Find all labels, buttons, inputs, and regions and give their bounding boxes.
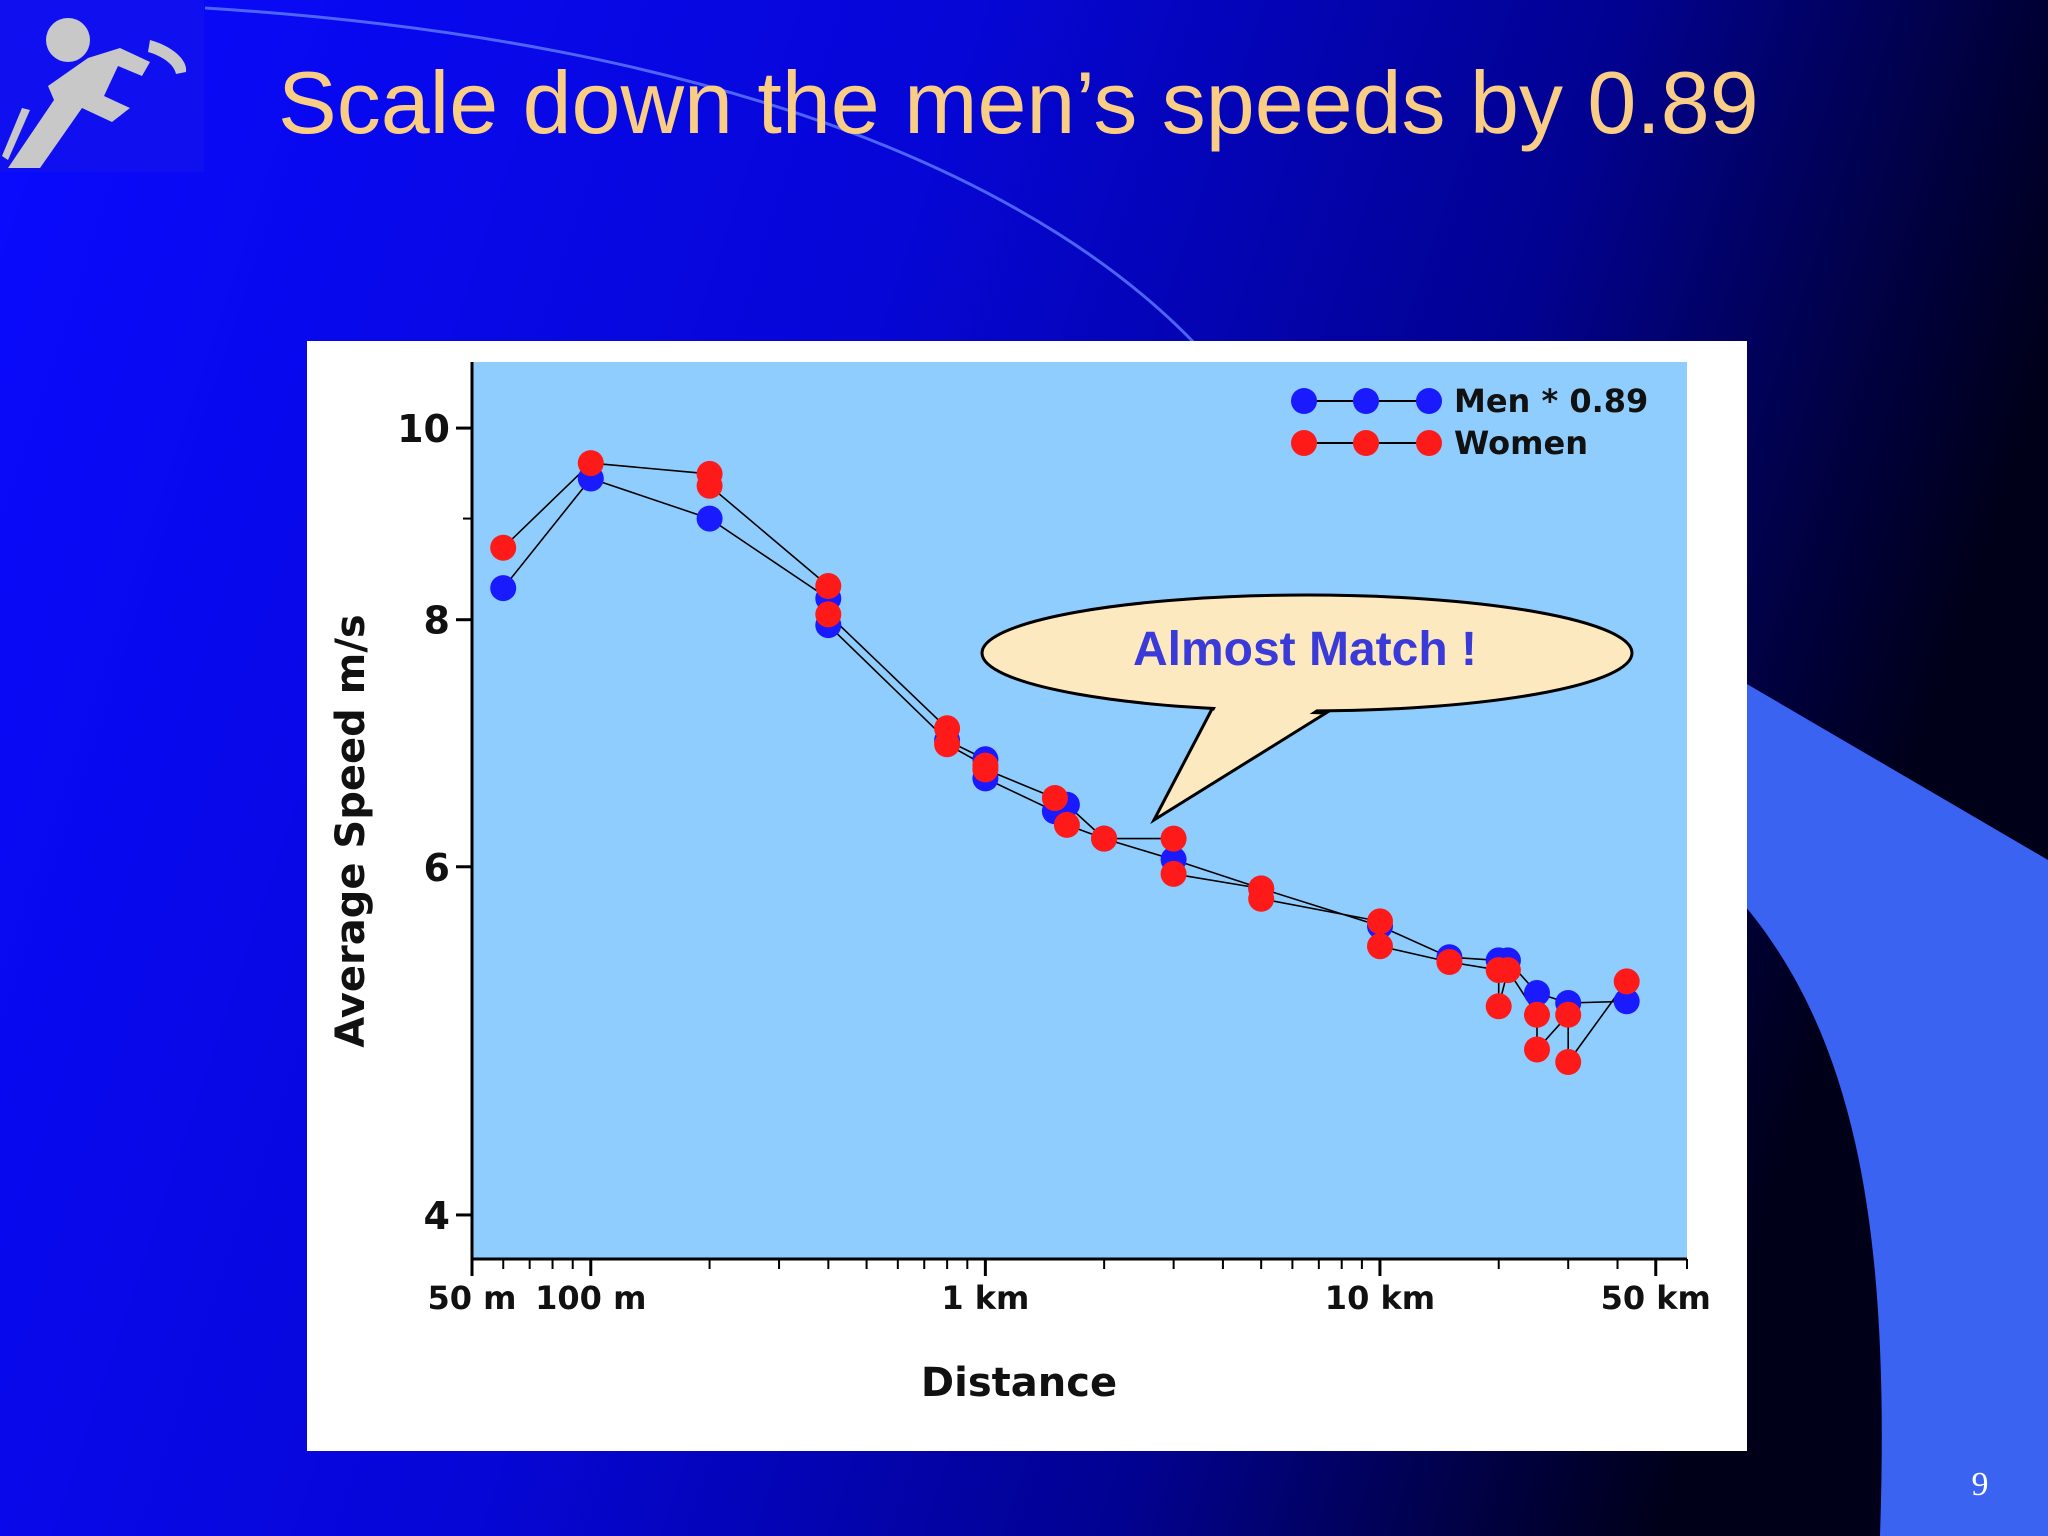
chart-marks (490, 450, 1640, 1075)
data-point-women (1367, 933, 1393, 960)
x-tick-label: 1 km (941, 1279, 1029, 1317)
y-tick-label: 10 (397, 407, 450, 451)
data-point-women (1053, 811, 1080, 838)
legend: Men * 0.89 Women (1291, 382, 1648, 462)
x-tick-label: 10 km (1325, 1279, 1435, 1317)
data-point-women (1041, 785, 1068, 811)
data-point-women (1485, 993, 1512, 1020)
data-point-women (1160, 860, 1187, 887)
chart-panel: Men * 0.89 Women 4 6 8 10 50 m 100 m 1 km 10 km… (307, 341, 1747, 1451)
data-point-women (1524, 1036, 1550, 1063)
y-tick-label: 8 (424, 599, 450, 643)
legend-men-label: Men * 0.89 (1454, 382, 1648, 420)
data-point-women (577, 450, 604, 477)
y-axis-title: Average Speed m/s (328, 614, 374, 1048)
data-point-women (1367, 908, 1393, 935)
legend-men-marker (1353, 388, 1379, 414)
data-point-women (1091, 825, 1118, 852)
plot-area (472, 362, 1687, 1259)
slide-title: Scale down the men’s speeds by 0.89 (278, 53, 1759, 152)
data-point-women (1555, 1001, 1582, 1028)
runner-icon (0, 0, 204, 172)
legend-men-marker (1291, 388, 1317, 414)
speed-distance-chart: Men * 0.89 Women 4 6 8 10 50 m 100 m 1 km 10 km… (328, 362, 1711, 1406)
data-point-women (1160, 825, 1187, 852)
data-point-men (490, 575, 517, 602)
data-point-women (1524, 1001, 1550, 1028)
y-tick-label: 4 (424, 1194, 450, 1238)
data-point-women (1436, 949, 1463, 975)
data-point-women (934, 731, 961, 758)
callout-text: Almost Match ! (1132, 623, 1477, 676)
legend-women-marker (1353, 430, 1379, 456)
legend-women-marker (1291, 430, 1317, 456)
data-point-women (1248, 885, 1275, 912)
data-point-men (696, 505, 723, 532)
x-tick-label: 100 m (535, 1279, 646, 1317)
x-axis-title: Distance (921, 1360, 1117, 1406)
data-point-women (1613, 968, 1640, 995)
y-tick-label: 6 (424, 846, 450, 890)
legend-women-marker (1416, 430, 1442, 456)
data-point-men (1613, 988, 1640, 1015)
data-point-women (490, 534, 517, 561)
legend-men-marker (1416, 388, 1442, 414)
data-point-women (696, 472, 723, 499)
data-point-women (815, 573, 842, 599)
legend-women-label: Women (1454, 424, 1588, 462)
data-point-women (1555, 1049, 1582, 1075)
data-point-women (1494, 957, 1521, 984)
x-tick-label: 50 km (1601, 1279, 1711, 1317)
slide-number: 9 (1971, 1466, 1989, 1503)
data-point-women (972, 756, 999, 783)
data-point-women (815, 601, 842, 628)
callout-bubble (980, 593, 1634, 825)
data-point-men (1524, 980, 1550, 1006)
axis-ticks: 4 6 8 10 50 m 100 m 1 km 10 km 50 km (397, 407, 1711, 1317)
x-tick-label: 50 m (427, 1279, 516, 1317)
